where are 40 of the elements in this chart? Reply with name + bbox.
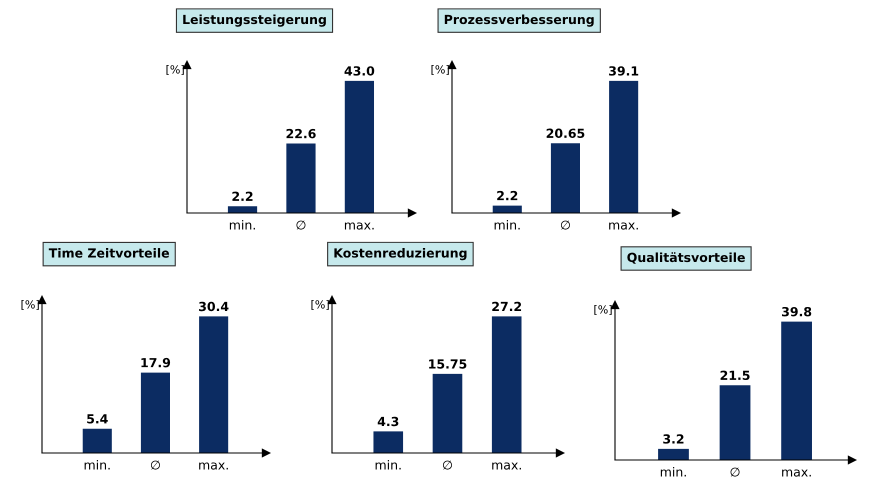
data-label: 43.0 — [344, 66, 374, 76]
x-tick-label: ∅ — [296, 220, 306, 230]
x-tick-label: min. — [230, 220, 255, 230]
x-tick-label: min. — [84, 460, 110, 470]
x-tick-label: max. — [492, 462, 521, 470]
x-tick-label: min. — [660, 466, 686, 476]
x-tick-label: ∅ — [730, 468, 740, 477]
chart-title: Time Zeitvorteile — [48, 248, 170, 258]
data-label: 30.4 — [199, 302, 228, 312]
x-tick-label: max. — [782, 469, 811, 477]
data-label: 27.2 — [492, 302, 522, 312]
y-axis-title: [%] — [594, 305, 612, 315]
data-label: 2.2 — [232, 192, 253, 201]
data-label: 17.9 — [141, 358, 170, 368]
x-tick-label: ∅ — [560, 220, 570, 230]
data-label: 39.8 — [782, 306, 812, 316]
data-label: 5.4 — [87, 414, 108, 424]
data-label: 15.75 — [429, 359, 466, 369]
chart-title: Leistungssteigerung — [183, 14, 326, 27]
y-axis-title: [%] — [21, 300, 39, 310]
data-label: 2.2 — [497, 190, 518, 200]
data-label: 21.5 — [720, 370, 750, 380]
data-label: 39.1 — [609, 66, 638, 76]
data-label: 4.3 — [378, 416, 398, 426]
x-tick-label: ∅ — [442, 460, 452, 470]
x-tick-label: max. — [344, 222, 374, 230]
y-axis-title: [%] — [166, 65, 184, 75]
x-tick-label: min. — [494, 220, 520, 230]
y-axis-title: [%] — [431, 65, 449, 75]
y-axis-title: [%] — [311, 300, 329, 310]
data-label: 3.2 — [663, 434, 684, 444]
chart-title: Prozessverbesserung — [444, 14, 594, 27]
x-tick-label: max. — [199, 462, 228, 470]
x-tick-label: max. — [609, 222, 638, 230]
x-tick-label: ∅ — [150, 460, 160, 470]
chart-title: Kostenreduzierung — [334, 248, 466, 260]
x-tick-label: min. — [376, 460, 401, 470]
data-label: 22.6 — [286, 128, 316, 138]
data-label: 20.65 — [546, 128, 584, 138]
chart-title: Qualitätsvorteile — [627, 252, 745, 264]
